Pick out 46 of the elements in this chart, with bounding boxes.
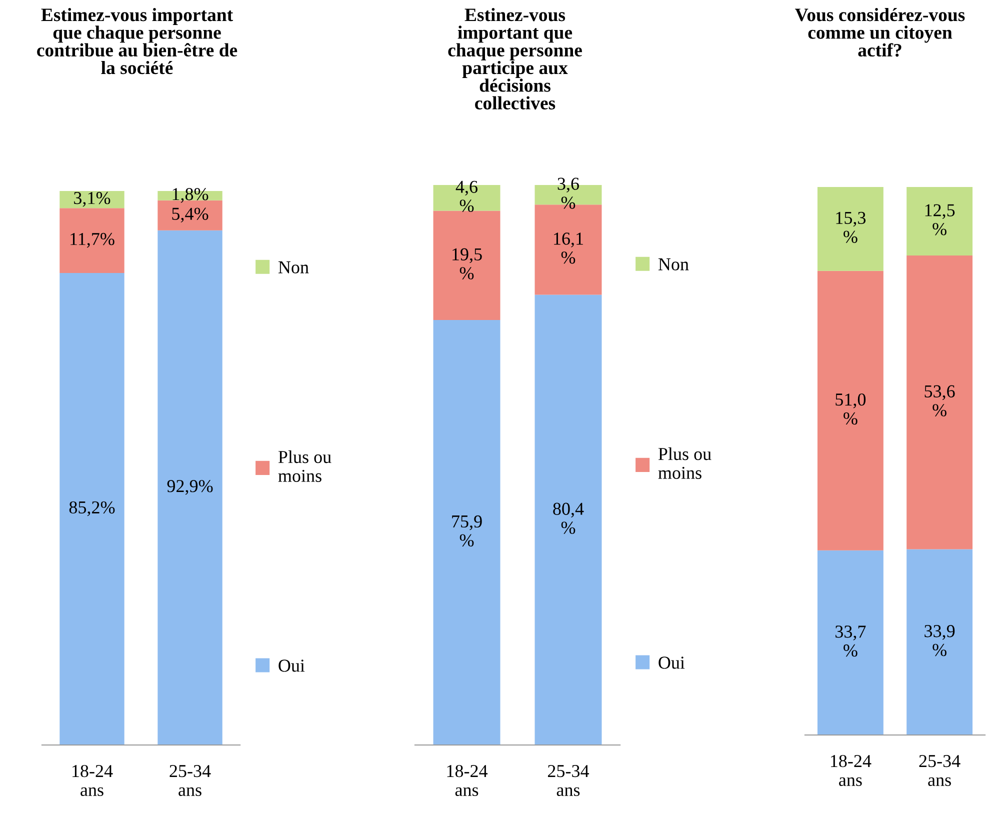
bar xyxy=(817,550,884,735)
data-label: 16,1 % xyxy=(554,232,583,264)
data-label: 11,7% xyxy=(70,232,114,248)
data-label: 51,0 % xyxy=(836,393,866,425)
bar xyxy=(817,187,884,271)
bar xyxy=(534,294,602,745)
x-tick-label: 25-34 ans xyxy=(919,755,960,786)
legend-label: Oui xyxy=(658,656,685,669)
bar xyxy=(906,549,973,735)
bar xyxy=(906,256,973,550)
data-label: 53,6 % xyxy=(924,385,955,416)
chart-title: Estinez-vous important que chaque personne participe aux décisions collectives xyxy=(448,8,582,110)
x-tick-label: 18-24 ans xyxy=(72,764,113,796)
data-label: 1,8% xyxy=(172,188,208,203)
bar xyxy=(906,187,973,256)
data-label: 12,5 % xyxy=(925,204,955,236)
bar xyxy=(433,210,500,320)
data-label: 5,4% xyxy=(172,208,208,222)
legend-label: Non xyxy=(278,261,309,274)
x-tick-label: 18-24 ans xyxy=(447,764,488,796)
bar xyxy=(60,208,124,273)
data-label: 15,3 % xyxy=(836,212,866,243)
data-label: 4,6 % xyxy=(456,180,478,212)
data-label: 80,4 % xyxy=(553,502,584,534)
legend-label: Plus ou moins xyxy=(278,450,332,482)
bar xyxy=(60,272,124,745)
legend-label: Oui xyxy=(278,660,305,672)
data-label: 33,9 % xyxy=(924,625,955,656)
chart-title: Vous considérez-vous comme un citoyen actif? xyxy=(795,8,965,57)
data-label: 19,5 % xyxy=(452,248,482,280)
data-label: 85,2% xyxy=(69,501,115,516)
x-tick-label: 18-24 ans xyxy=(830,754,872,786)
data-label: 33,7 % xyxy=(836,626,866,657)
data-label: 92,9% xyxy=(167,480,213,495)
legend-label: Non xyxy=(658,258,689,270)
data-label: 75,9 % xyxy=(452,515,482,546)
x-tick-label: 25-34 ans xyxy=(170,765,211,796)
bar xyxy=(60,191,124,208)
bar xyxy=(433,320,500,745)
chart-title: Estimez-vous important que chaque personne contribue au bien-être de la société xyxy=(37,8,238,74)
legend-label: Plus ou moins xyxy=(658,447,712,479)
data-label: 3,1% xyxy=(74,192,110,207)
bar xyxy=(817,270,884,550)
data-label: 3,6 % xyxy=(558,178,579,209)
bar xyxy=(158,230,222,745)
x-tick-label: 25-34 ans xyxy=(548,765,590,796)
